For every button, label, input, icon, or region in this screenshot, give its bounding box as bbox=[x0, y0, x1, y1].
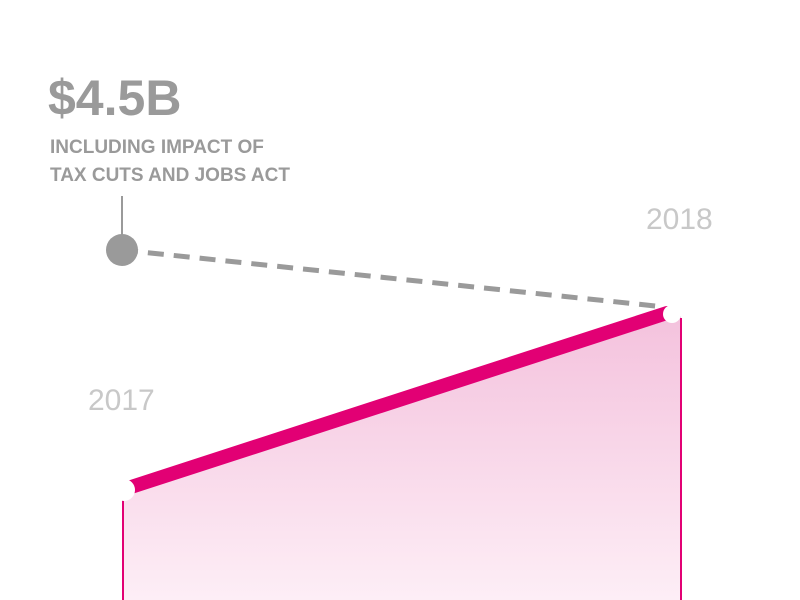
growth-line bbox=[121, 306, 674, 495]
headline-note: TAX CUTS AND JOBS ACT bbox=[50, 165, 290, 186]
year-label: 2018 bbox=[646, 203, 713, 236]
dashed-line bbox=[121, 247, 666, 310]
start-point bbox=[113, 479, 135, 501]
headline-note: INCLUDING IMPACT OF bbox=[50, 137, 264, 158]
callout-dot bbox=[106, 234, 138, 266]
end-point bbox=[663, 305, 681, 323]
area-fill bbox=[123, 316, 681, 600]
headline-value: $4.5B bbox=[48, 70, 181, 126]
year-label: 2017 bbox=[88, 384, 155, 417]
